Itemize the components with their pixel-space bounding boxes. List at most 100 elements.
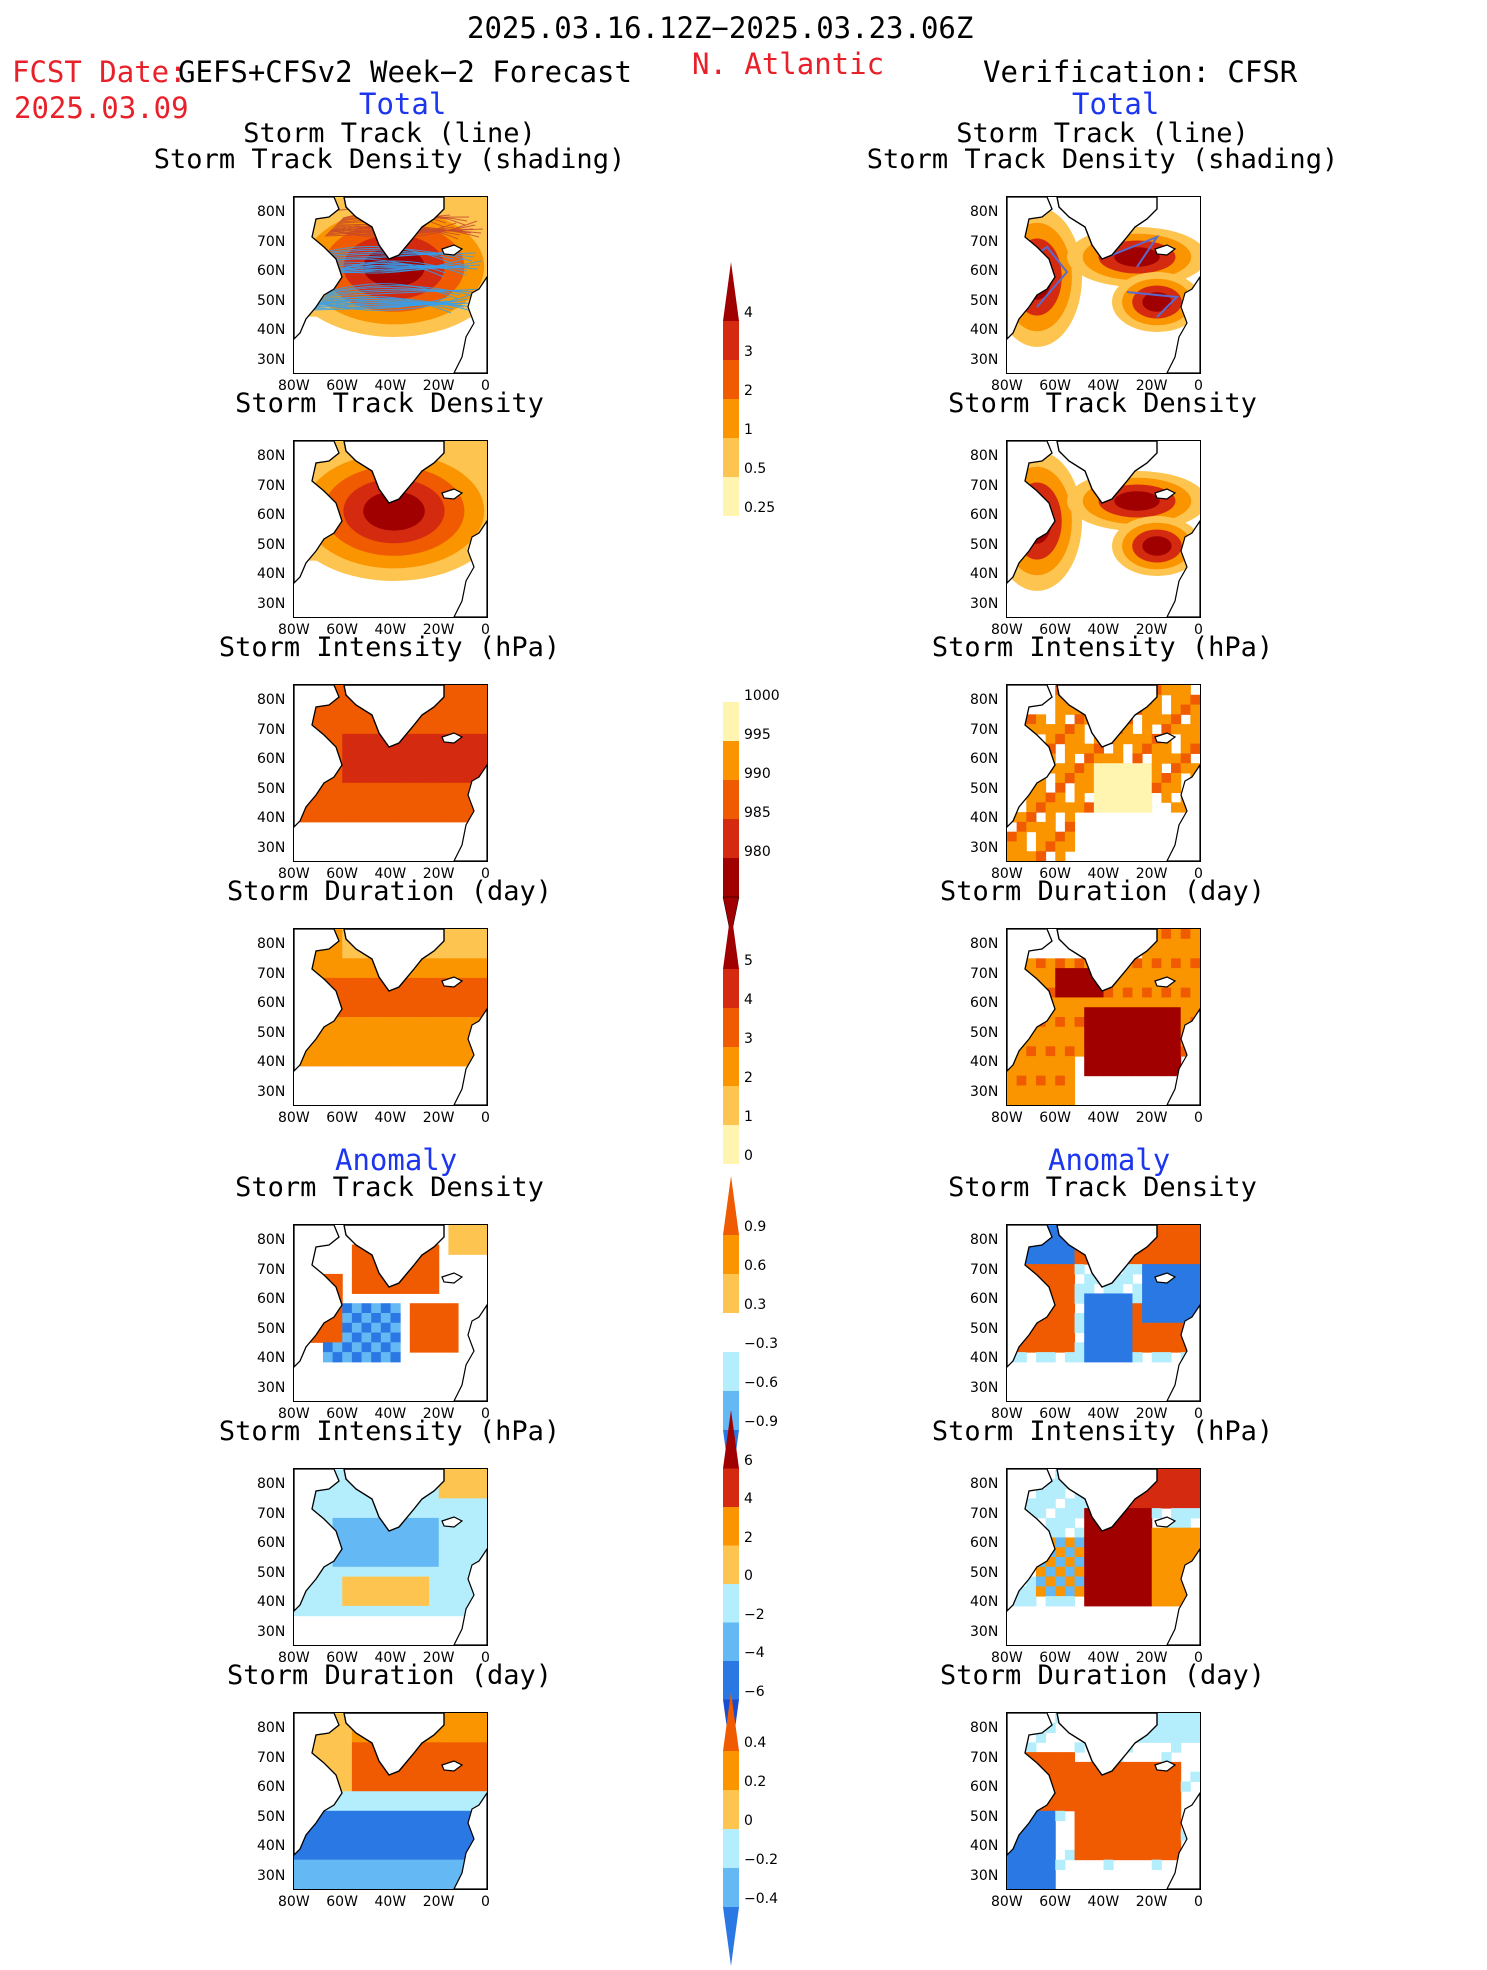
lon-tick-label: 80W	[278, 866, 310, 882]
lon-tick-label: 20W	[1135, 1650, 1168, 1666]
date-range-title: 2025.03.16.12Z−2025.03.23.06Z	[467, 11, 974, 45]
colorbar-duration-anom	[723, 1692, 743, 1970]
lat-tick-label: 70N	[257, 1749, 286, 1766]
lon-tick-label: 20W	[422, 1110, 455, 1126]
map-verification-density	[1006, 440, 1201, 618]
lat-tick-label: 40N	[970, 810, 999, 826]
colorbar-tick-label: 0	[744, 1568, 753, 1584]
greenland-coast	[1056, 1713, 1158, 1776]
lat-tick-label: 80N	[257, 692, 286, 708]
lat-tick-label: 60N	[970, 1779, 999, 1795]
greenland-coast	[1056, 1469, 1158, 1532]
iceland-coast	[1154, 244, 1177, 256]
lat-tick-label: 80N	[970, 936, 999, 952]
lon-tick-label: 40W	[1087, 1894, 1120, 1910]
lon-tick-label: 40W	[374, 622, 407, 638]
north-america-coast	[294, 441, 343, 584]
iceland-coast	[1154, 1516, 1177, 1528]
map-verification-track	[1006, 196, 1201, 374]
lon-tick-label: 20W	[422, 378, 455, 394]
lat-tick-label: 50N	[257, 1564, 286, 1581]
colorbar-tick-label: 3	[744, 344, 753, 360]
lat-tick-label: 50N	[257, 1808, 286, 1825]
map-forecast-aduration	[293, 1712, 488, 1890]
lat-tick-label: 30N	[970, 1867, 999, 1884]
colorbar-tick-label: 1	[744, 1109, 753, 1125]
lon-tick-label: 80W	[991, 1650, 1023, 1666]
lat-tick-label: 40N	[970, 1594, 999, 1610]
colorbar-tick-label: 2	[744, 383, 753, 399]
lat-tick-label: 70N	[970, 1261, 999, 1278]
lon-tick-label: 60W	[1039, 1406, 1071, 1422]
europe-africa-coast	[1166, 1791, 1200, 1889]
colorbar-tick-label: −0.2	[744, 1852, 778, 1868]
lat-tick-label: 70N	[257, 721, 286, 738]
region-label: N. Atlantic	[692, 47, 885, 81]
lat-tick-label: 40N	[970, 1838, 999, 1854]
lat-tick-label: 50N	[257, 1024, 286, 1041]
total-left-label: Total	[359, 87, 447, 121]
lat-tick-label: 70N	[970, 721, 999, 738]
panel-title-verification-aintensity: Storm Intensity (hPa)	[931, 1416, 1274, 1447]
lon-tick-label: 60W	[1039, 378, 1071, 394]
colorbar-tick-label: 0	[744, 1148, 753, 1164]
greenland-coast	[343, 685, 445, 748]
north-america-coast	[1007, 1225, 1056, 1368]
panel-title-verification-track: Storm Track Density (shading)	[866, 144, 1339, 175]
lon-tick-label: 80W	[278, 1406, 310, 1422]
lat-tick-label: 40N	[970, 566, 999, 582]
colorbar-tick-label: 4	[744, 305, 753, 321]
lon-tick-label: 40W	[1087, 622, 1120, 638]
colorbar-tick-label: 6	[744, 1452, 753, 1469]
lat-tick-label: 60N	[970, 1291, 999, 1307]
lon-tick-label: 20W	[1135, 866, 1168, 882]
lon-tick-label: 20W	[1135, 378, 1168, 394]
europe-africa-coast	[453, 1007, 487, 1105]
lon-tick-label: 60W	[326, 1110, 358, 1126]
lat-tick-label: 50N	[970, 1564, 999, 1581]
colorbar-tick-label: 4	[744, 1491, 753, 1507]
anomaly-left-label: Anomaly	[335, 1143, 458, 1177]
europe-africa-coast	[453, 519, 487, 617]
colorbar-tick-label: 0.5	[744, 461, 767, 477]
lat-tick-label: 30N	[970, 1083, 999, 1100]
north-america-coast	[1007, 1713, 1056, 1856]
lat-tick-label: 60N	[257, 1779, 286, 1795]
north-america-coast	[1007, 441, 1056, 584]
greenland-coast	[1056, 441, 1158, 504]
lat-tick-label: 80N	[970, 1720, 999, 1736]
lat-tick-label: 80N	[257, 448, 286, 464]
iceland-coast	[441, 1516, 464, 1528]
lat-tick-label: 80N	[970, 1476, 999, 1492]
colorbar-tick-label: 0.3	[744, 1297, 767, 1313]
lon-tick-label: 20W	[422, 1650, 455, 1666]
lon-tick-label: 20W	[422, 1406, 455, 1422]
colorbar-tick-label: 0.9	[744, 1219, 767, 1235]
panel-title-forecast-aduration: Storm Duration (day)	[226, 1660, 553, 1691]
colorbar-tick-label: 1000	[744, 688, 780, 704]
colorbar-tick-label: 990	[744, 766, 771, 782]
colorbar-tick-label: −0.6	[744, 1375, 778, 1391]
lon-tick-label: 40W	[374, 378, 407, 394]
lon-tick-label: 0	[481, 1894, 490, 1910]
lat-tick-label: 80N	[257, 1720, 286, 1736]
lon-tick-label: 40W	[374, 1650, 407, 1666]
lon-tick-label: 0	[1194, 1110, 1203, 1126]
greenland-coast	[1056, 197, 1158, 260]
lat-tick-label: 50N	[970, 1024, 999, 1041]
lat-tick-label: 30N	[257, 1623, 286, 1640]
map-verification-duration	[1006, 928, 1201, 1106]
panel-title-verification-track: Storm Track (line)	[956, 118, 1249, 149]
colorbar-tick-label: 0.2	[744, 1774, 767, 1790]
lon-tick-label: 80W	[991, 1894, 1023, 1910]
lat-tick-label: 30N	[257, 839, 286, 856]
lat-tick-label: 30N	[257, 351, 286, 368]
lat-tick-label: 50N	[257, 292, 286, 309]
lat-tick-label: 30N	[970, 351, 999, 368]
colorbar-tick-label: 4	[744, 992, 753, 1008]
panel-title-forecast-density: Storm Track Density	[235, 388, 544, 419]
lon-tick-label: 40W	[374, 1110, 407, 1126]
colorbar-tick-label: 0.25	[744, 500, 776, 516]
anomaly-right-label: Anomaly	[1048, 1143, 1171, 1177]
colorbar-tick-label: 2	[744, 1070, 753, 1086]
